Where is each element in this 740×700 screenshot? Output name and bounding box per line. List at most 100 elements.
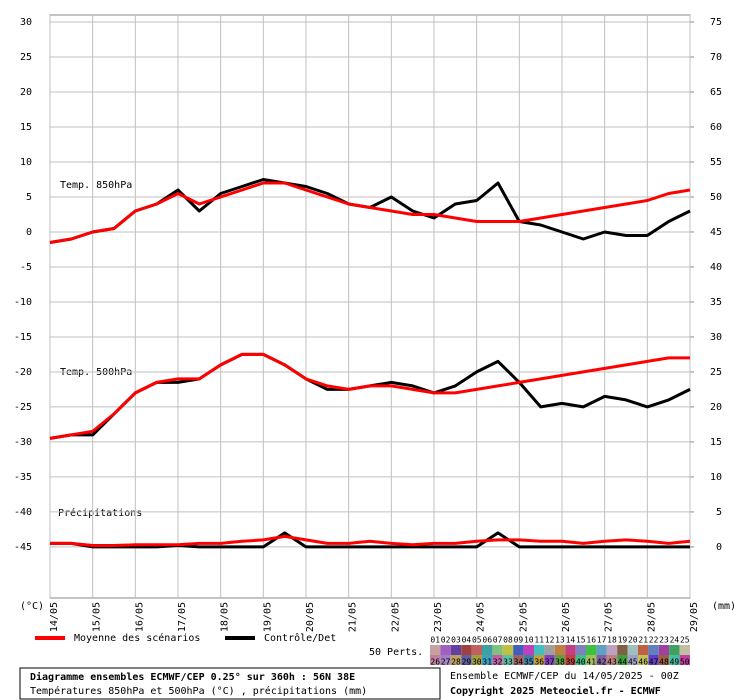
perturbation-swatch	[534, 655, 545, 665]
perturbation-label: 11	[534, 636, 544, 645]
perturbation-swatch	[430, 655, 441, 665]
perturbation-label: 26	[430, 658, 440, 667]
y2-tick-label: 50	[710, 192, 722, 203]
y2-tick-label: 75	[710, 17, 722, 28]
perturbation-label: 49	[670, 658, 680, 667]
annotation: Précipitations	[58, 507, 142, 519]
perturbation-label: 45	[628, 658, 638, 667]
perturbation-label: 05	[472, 636, 482, 645]
legend-label: Moyenne des scénarios	[74, 632, 200, 644]
perturbation-swatch	[471, 655, 482, 665]
y2-tick-label: 65	[710, 87, 722, 98]
perturbation-swatch	[502, 655, 514, 665]
footer-title: Diagramme ensembles ECMWF/CEP 0.25° sur …	[30, 671, 355, 683]
perturbation-swatch	[606, 645, 618, 655]
perturbation-label: 21	[638, 636, 648, 645]
plot-frame	[49, 14, 691, 599]
perturbation-label: 08	[503, 636, 513, 645]
x-tick-label: 17/05	[177, 602, 188, 632]
x-tick-label: 14/05	[49, 602, 60, 632]
perturbation-swatch	[471, 645, 482, 655]
y2-tick-label: 15	[710, 437, 722, 448]
perturbation-label: 36	[534, 658, 544, 667]
perturbation-swatch	[658, 655, 670, 665]
perturbation-swatch	[513, 645, 524, 655]
perturbation-swatch	[648, 645, 659, 655]
y-tick-label: -30	[14, 437, 32, 448]
perturbation-label: 04	[462, 636, 472, 645]
y-tick-label: 15	[20, 122, 32, 133]
y-tick-label: -40	[14, 507, 32, 518]
perturbation-swatch	[461, 655, 472, 665]
perturbation-swatch	[430, 645, 441, 655]
x-tick-label: 21/05	[348, 602, 359, 632]
perturbation-swatch	[565, 645, 576, 655]
y2-tick-label: 0	[716, 542, 722, 553]
y-tick-label: 5	[26, 192, 32, 203]
perturbation-swatch	[679, 655, 690, 665]
y-tick-label: -15	[14, 332, 32, 343]
y-tick-label: 25	[20, 52, 32, 63]
legend-label: Contrôle/Det	[264, 632, 336, 644]
perturbation-swatch	[461, 645, 472, 655]
perturbation-label: 18	[607, 636, 617, 645]
x-tick-label: 28/05	[646, 602, 657, 632]
perturbation-swatch	[554, 655, 566, 665]
perturbation-label: 15	[576, 636, 586, 645]
perturbation-swatch	[513, 655, 524, 665]
perturbation-label: 31	[482, 658, 492, 667]
perturbation-label: 38	[555, 658, 565, 667]
perturbation-label: 42	[597, 658, 607, 667]
y-tick-label: -45	[14, 542, 32, 553]
perturbation-swatch	[492, 645, 503, 655]
perturbation-label: 01	[430, 636, 440, 645]
y-tick-label: -5	[20, 262, 32, 273]
y2-tick-label: 20	[710, 402, 722, 413]
perturbation-swatch	[523, 645, 534, 655]
perturbation-label: 46	[638, 658, 648, 667]
y-tick-label: 30	[20, 17, 32, 28]
y-axis-label: (°C)	[20, 601, 44, 612]
run-info: Ensemble ECMWF/CEP du 14/05/2025 - 00Z	[450, 671, 679, 682]
y-tick-label: -20	[14, 367, 32, 378]
annotation: Temp. 500hPa	[60, 367, 132, 378]
perturbation-swatch	[534, 645, 545, 655]
perturbation-label: 33	[503, 658, 513, 667]
perturbation-label: 29	[462, 658, 472, 667]
perturbation-label: 27	[441, 658, 451, 667]
x-tick-label: 16/05	[134, 602, 145, 632]
perturbation-swatch	[482, 645, 493, 655]
x-tick-label: 18/05	[220, 602, 231, 632]
perturbation-label: 12	[545, 636, 555, 645]
perturbation-label: 37	[545, 658, 555, 667]
y2-tick-label: 60	[710, 122, 722, 133]
perturbation-label: 03	[451, 636, 461, 645]
perturbation-label: 41	[586, 658, 596, 667]
y-tick-label: -35	[14, 472, 32, 483]
perturbation-label: 17	[597, 636, 607, 645]
perturbation-swatch	[669, 645, 680, 655]
perturbation-label: 13	[555, 636, 565, 645]
perturbation-swatch	[450, 655, 462, 665]
y2-tick-label: 30	[710, 332, 722, 343]
perturbation-label: 32	[493, 658, 503, 667]
perturbation-label: 19	[618, 636, 628, 645]
perturbation-swatch	[596, 645, 607, 655]
perturbation-swatch	[502, 645, 514, 655]
x-tick-label: 23/05	[433, 602, 444, 632]
y2-tick-label: 70	[710, 52, 722, 63]
x-tick-label: 22/05	[390, 602, 401, 632]
perturbation-swatch	[544, 645, 555, 655]
perturbation-label: 39	[566, 658, 576, 667]
perturbation-label: 09	[514, 636, 524, 645]
y2-axis-label: (mm)	[712, 601, 736, 612]
perturbation-label: 34	[514, 658, 524, 667]
perturbation-swatch	[669, 655, 680, 665]
perturbation-label: 35	[524, 658, 534, 667]
y2-tick-label: 25	[710, 367, 722, 378]
x-tick-label: 15/05	[92, 602, 103, 632]
y2-tick-label: 40	[710, 262, 722, 273]
perturbation-swatch	[523, 655, 534, 665]
footer-box	[19, 667, 441, 700]
